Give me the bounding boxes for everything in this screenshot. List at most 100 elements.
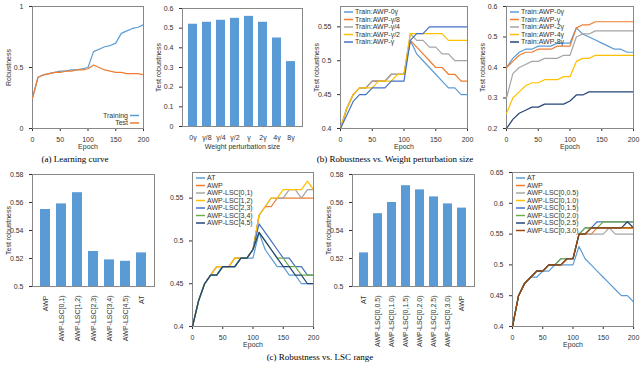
svg-text:0.3: 0.3 — [488, 94, 498, 101]
html-text:(a) Learning curve: (a) Learning curve — [41, 154, 109, 164]
svg-text:8γ: 8γ — [287, 134, 295, 142]
svg-text:2γ: 2γ — [259, 134, 267, 142]
svg-text:γ/2: γ/2 — [230, 134, 239, 142]
svg-text:4γ: 4γ — [273, 134, 281, 142]
svg-text:150: 150 — [430, 136, 442, 143]
svg-text:Train:AWP-γ: Train:AWP-γ — [355, 38, 395, 46]
svg-text:Robustness: Robustness — [5, 49, 12, 86]
svg-text:0.45: 0.45 — [170, 280, 184, 287]
svg-text:Test robustness: Test robustness — [155, 42, 162, 92]
svg-text:AT: AT — [138, 295, 145, 304]
svg-text:0.3: 0.3 — [164, 64, 174, 71]
svg-text:200: 200 — [308, 334, 320, 341]
svg-text:Epoch: Epoch — [243, 341, 263, 349]
svg-text:AWP-LSC[0,0.5): AWP-LSC[0,0.5) — [374, 296, 382, 347]
svg-text:0.2: 0.2 — [164, 83, 174, 90]
svg-text:50: 50 — [539, 334, 547, 341]
svg-text:Epoch: Epoch — [78, 143, 98, 151]
svg-text:0.4: 0.4 — [488, 64, 498, 71]
svg-text:0.5: 0.5 — [174, 237, 184, 244]
svg-text:0γ: 0γ — [189, 134, 197, 142]
svg-text:AWP-LSC[0,3.0): AWP-LSC[0,3.0) — [444, 296, 452, 347]
svg-text:Epoch: Epoch — [394, 143, 414, 151]
svg-text:Epoch: Epoch — [563, 341, 583, 349]
svg-text:0.4: 0.4 — [164, 44, 174, 51]
svg-text:γ/8: γ/8 — [202, 134, 211, 142]
svg-text:0.6: 0.6 — [164, 5, 174, 12]
svg-text:0.55: 0.55 — [318, 23, 332, 30]
svg-text:50: 50 — [56, 136, 64, 143]
svg-text:AWP-LSC[3,4): AWP-LSC[3,4) — [106, 296, 114, 342]
svg-text:0.4: 0.4 — [174, 323, 184, 330]
svg-text:200: 200 — [628, 334, 640, 341]
svg-text:Test robustness: Test robustness — [313, 42, 320, 92]
svg-text:0.56: 0.56 — [10, 199, 24, 206]
svg-text:AWP: AWP — [207, 182, 223, 189]
svg-text:0.6: 0.6 — [488, 3, 498, 10]
svg-text:Weight perturbation size: Weight perturbation size — [205, 143, 280, 151]
svg-text:AT: AT — [207, 174, 216, 181]
svg-text:150: 150 — [596, 136, 608, 143]
svg-text:50: 50 — [534, 136, 542, 143]
svg-text:0: 0 — [191, 334, 195, 341]
svg-text:150: 150 — [597, 334, 609, 341]
svg-text:AWP-LSC[0,2.0): AWP-LSC[0,2.0) — [416, 296, 424, 347]
svg-text:AWP-LSC[0,1): AWP-LSC[0,1) — [58, 296, 66, 342]
svg-text:0.55: 0.55 — [170, 194, 184, 201]
svg-text:0: 0 — [20, 125, 24, 132]
svg-text:0: 0 — [31, 136, 35, 143]
svg-text:0.4: 0.4 — [494, 323, 504, 330]
svg-text:AWP: AWP — [458, 295, 465, 311]
svg-text:0.58: 0.58 — [330, 171, 344, 178]
svg-text:0.5: 0.5 — [322, 57, 332, 64]
svg-text:AT: AT — [527, 174, 536, 181]
svg-text:AWP-LSC[2,3): AWP-LSC[2,3) — [90, 296, 98, 342]
svg-text:AWP-LSC[0,2.5): AWP-LSC[0,2.5) — [430, 296, 438, 347]
svg-text:0.56: 0.56 — [330, 199, 344, 206]
svg-text:150: 150 — [110, 136, 122, 143]
svg-text:AT: AT — [360, 295, 367, 304]
svg-text:0.6: 0.6 — [494, 200, 504, 207]
svg-text:0.5: 0.5 — [14, 64, 24, 71]
svg-text:γ: γ — [247, 134, 251, 142]
svg-text:AWP-LSC[4,5): AWP-LSC[4,5) — [207, 219, 253, 227]
svg-text:Test robustness: Test robustness — [5, 205, 12, 255]
svg-text:Train:AWP-8γ: Train:AWP-8γ — [521, 38, 565, 46]
svg-text:200: 200 — [462, 136, 474, 143]
svg-text:0.5: 0.5 — [488, 33, 498, 40]
svg-text:50: 50 — [368, 136, 376, 143]
svg-text:AWP-LSC[0,1.0): AWP-LSC[0,1.0) — [388, 296, 396, 347]
svg-text:0: 0 — [505, 136, 509, 143]
svg-text:0.65: 0.65 — [490, 169, 504, 176]
svg-text:0.5: 0.5 — [494, 261, 504, 268]
svg-text:200: 200 — [138, 136, 150, 143]
svg-text:AWP: AWP — [42, 295, 49, 311]
svg-text:0: 0 — [511, 334, 515, 341]
svg-text:0.58: 0.58 — [10, 171, 24, 178]
svg-text:AWP-LSC[0,1.5): AWP-LSC[0,1.5) — [402, 296, 410, 347]
svg-text:Test robustness: Test robustness — [325, 205, 332, 255]
svg-text:Epoch: Epoch — [560, 143, 580, 151]
svg-text:0.2: 0.2 — [488, 125, 498, 132]
svg-text:0.5: 0.5 — [14, 283, 24, 290]
svg-text:AWP-LSC[4,5): AWP-LSC[4,5) — [122, 296, 130, 342]
svg-text:150: 150 — [277, 334, 289, 341]
svg-text:0.55: 0.55 — [490, 230, 504, 237]
svg-text:200: 200 — [628, 136, 640, 143]
svg-text:0.5: 0.5 — [334, 283, 344, 290]
svg-text:0: 0 — [339, 136, 343, 143]
svg-text:AWP-LSC[1,2): AWP-LSC[1,2) — [74, 296, 82, 342]
svg-text:AWP-LSC[0,3.0): AWP-LSC[0,3.0) — [527, 227, 578, 235]
svg-text:Test: Test — [115, 119, 128, 126]
svg-text:AWP: AWP — [527, 182, 543, 189]
svg-text:0: 0 — [170, 123, 174, 130]
svg-text:Test robustness: Test robustness — [479, 42, 486, 92]
html-text:(b) Robustness vs. Weight pert: (b) Robustness vs. Weight perturbation s… — [316, 154, 474, 164]
svg-text:1: 1 — [20, 3, 24, 10]
svg-text:0.4: 0.4 — [322, 125, 332, 132]
svg-text:γ/4: γ/4 — [216, 134, 225, 142]
svg-text:50: 50 — [219, 334, 227, 341]
svg-text:0.1: 0.1 — [164, 103, 174, 110]
svg-text:0.5: 0.5 — [164, 24, 174, 31]
svg-text:0.45: 0.45 — [490, 292, 504, 299]
